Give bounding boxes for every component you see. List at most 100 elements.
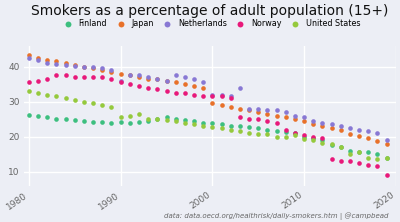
United States (35, 91, 41, 95)
Netherlands (26, 56, 32, 60)
Finland (44, 116, 50, 119)
Netherlands (191, 77, 197, 81)
Netherlands (264, 109, 271, 112)
Japan (90, 67, 96, 70)
Finland (365, 151, 372, 154)
Norway (26, 81, 32, 84)
Netherlands (72, 64, 78, 68)
Japan (374, 139, 381, 143)
Finland (118, 120, 124, 123)
United States (53, 95, 60, 98)
United States (255, 132, 262, 135)
Norway (347, 159, 353, 163)
Finland (273, 130, 280, 133)
Finland (356, 151, 362, 154)
Japan (328, 126, 335, 130)
Finland (282, 130, 289, 134)
Netherlands (301, 116, 307, 119)
Finland (292, 131, 298, 135)
Japan (62, 61, 69, 65)
Norway (99, 75, 106, 79)
United States (218, 126, 225, 130)
United States (356, 151, 362, 154)
Japan (218, 103, 225, 107)
Finland (246, 125, 252, 129)
Japan (365, 137, 372, 140)
Netherlands (246, 107, 252, 111)
Netherlands (145, 75, 151, 79)
Netherlands (374, 131, 381, 135)
Japan (145, 77, 151, 81)
United States (264, 132, 271, 136)
Netherlands (44, 61, 50, 64)
United States (108, 105, 115, 109)
Japan (200, 86, 206, 90)
Norway (338, 159, 344, 163)
Netherlands (218, 93, 225, 97)
Japan (154, 77, 160, 81)
United States (209, 125, 216, 129)
Finland (90, 120, 96, 123)
Norway (328, 158, 335, 161)
Norway (273, 121, 280, 125)
Japan (127, 74, 133, 77)
Norway (81, 75, 87, 79)
United States (136, 112, 142, 116)
Japan (118, 72, 124, 75)
United States (301, 137, 307, 141)
Netherlands (172, 74, 179, 77)
Norway (182, 91, 188, 95)
Netherlands (328, 123, 335, 126)
United States (163, 119, 170, 122)
Japan (273, 114, 280, 117)
Japan (81, 65, 87, 69)
Norway (246, 117, 252, 121)
Japan (53, 60, 60, 63)
Finland (200, 121, 206, 125)
Norway (356, 161, 362, 165)
Norway (209, 95, 216, 98)
Norway (237, 116, 243, 119)
United States (145, 117, 151, 121)
Finland (237, 125, 243, 128)
Finland (154, 117, 160, 121)
Japan (319, 125, 326, 128)
Japan (292, 117, 298, 121)
United States (228, 128, 234, 131)
Norway (172, 91, 179, 95)
Japan (44, 58, 50, 61)
Netherlands (310, 119, 316, 123)
Netherlands (163, 79, 170, 83)
Japan (108, 70, 115, 74)
Japan (209, 102, 216, 105)
Netherlands (90, 65, 96, 69)
Netherlands (365, 130, 372, 133)
Norway (301, 133, 307, 137)
Title: Smokers as a percentage of adult population (15+): Smokers as a percentage of adult populat… (32, 4, 389, 18)
United States (118, 116, 124, 119)
Norway (255, 117, 262, 121)
Japan (301, 119, 307, 123)
Netherlands (228, 95, 234, 98)
Norway (365, 163, 372, 166)
Japan (237, 107, 243, 111)
Netherlands (99, 67, 106, 70)
Netherlands (384, 139, 390, 142)
United States (374, 157, 381, 161)
Japan (228, 105, 234, 109)
Japan (163, 79, 170, 83)
Japan (356, 134, 362, 138)
Netherlands (81, 65, 87, 69)
Norway (108, 77, 115, 81)
Finland (310, 137, 316, 140)
Finland (301, 135, 307, 139)
Japan (72, 63, 78, 67)
Norway (228, 96, 234, 100)
United States (246, 131, 252, 135)
Norway (218, 95, 225, 98)
United States (292, 133, 298, 136)
Norway (127, 82, 133, 86)
Norway (163, 89, 170, 93)
Finland (347, 149, 353, 153)
Norway (292, 131, 298, 135)
